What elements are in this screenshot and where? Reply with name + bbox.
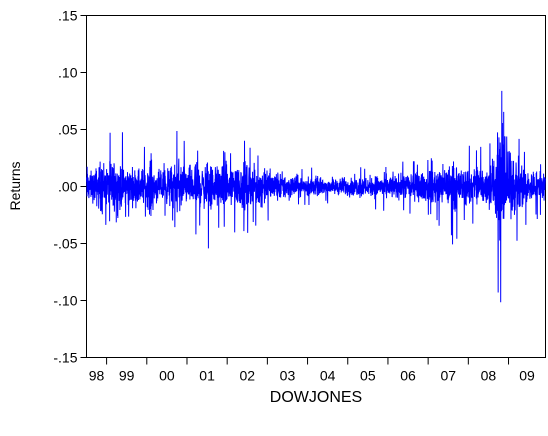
y-tick-label: .15 (58, 8, 78, 24)
x-tick-label: 06 (400, 368, 416, 384)
returns-series-line (86, 90, 546, 303)
x-tick-label: 04 (320, 368, 336, 384)
x-tick-label: 05 (360, 368, 376, 384)
y-tick-label: .00 (58, 179, 78, 195)
x-tick-label: 02 (239, 368, 255, 384)
x-tick-label: 01 (199, 368, 215, 384)
y-tick-label: -.05 (53, 236, 77, 252)
x-axis: 98 99 00 01 02 03 04 05 06 07 08 09 (89, 357, 535, 384)
y-tick-label: -.10 (53, 293, 77, 309)
x-tick-label: 03 (280, 368, 296, 384)
y-tick-label: .05 (58, 122, 78, 138)
x-axis-title: DOWJONES (270, 389, 362, 406)
x-tick-label: 07 (440, 368, 456, 384)
x-tick-label: 08 (481, 368, 497, 384)
series-layer (86, 90, 546, 303)
x-tick-label: 09 (519, 368, 535, 384)
x-tick-label: 00 (159, 368, 175, 384)
x-tick-label: 99 (119, 368, 135, 384)
y-axis: .15 .10 .05 .00 -.05 -.10 -.15 (53, 8, 87, 366)
y-tick-label: -.15 (53, 350, 77, 366)
y-tick-label: .10 (58, 65, 78, 81)
x-tick-label: 98 (89, 368, 105, 384)
y-axis-title: Returns (7, 161, 23, 210)
